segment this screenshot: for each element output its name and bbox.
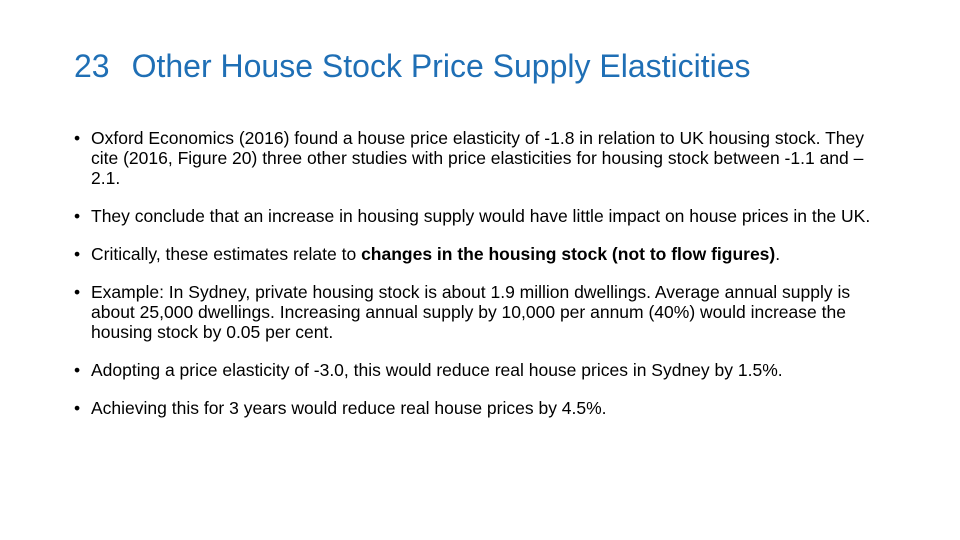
bullet-item: • Example: In Sydney, private housing st… xyxy=(74,282,894,342)
slide-title-text: Other House Stock Price Supply Elasticit… xyxy=(131,48,751,84)
bullet-item: • Achieving this for 3 years would reduc… xyxy=(74,398,894,418)
bullet-dot: • xyxy=(74,206,81,226)
bullet-text: Example: In Sydney, private housing stoc… xyxy=(91,282,851,342)
bullet-item: • Adopting a price elasticity of -3.0, t… xyxy=(74,360,894,380)
bullet-text-post: . xyxy=(775,244,781,264)
bullet-list: • Oxford Economics (2016) found a house … xyxy=(74,128,894,418)
bullet-item: • They conclude that an increase in hous… xyxy=(74,206,894,226)
bullet-dot: • xyxy=(74,244,81,264)
bullet-dot: • xyxy=(74,128,81,148)
bullet-dot: • xyxy=(74,360,81,380)
bullet-text-pre: Critically, these estimates relate to xyxy=(91,244,362,264)
bullet-text-bold: changes in the housing stock (not to flo… xyxy=(361,244,776,264)
bullet-item: • Oxford Economics (2016) found a house … xyxy=(74,128,894,188)
bullet-dot: • xyxy=(74,398,81,418)
slide-title: 23 Other House Stock Price Supply Elastic… xyxy=(74,48,934,85)
slide-number: 23 xyxy=(74,48,110,84)
bullet-item: • Critically, these estimates relate to … xyxy=(74,244,894,264)
bullet-dot: • xyxy=(74,282,81,302)
bullet-text: Adopting a price elasticity of -3.0, thi… xyxy=(91,360,783,380)
bullet-text: Oxford Economics (2016) found a house pr… xyxy=(91,128,864,188)
bullet-text: Achieving this for 3 years would reduce … xyxy=(91,398,607,418)
bullet-text: They conclude that an increase in housin… xyxy=(91,206,871,226)
